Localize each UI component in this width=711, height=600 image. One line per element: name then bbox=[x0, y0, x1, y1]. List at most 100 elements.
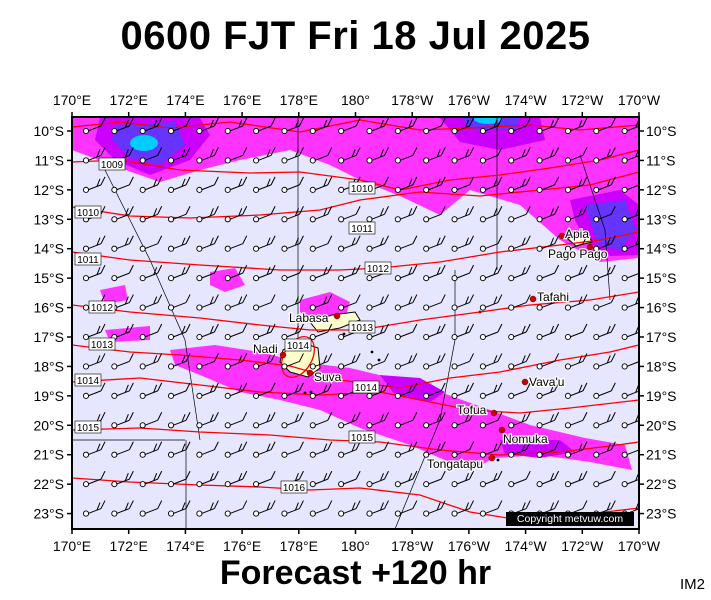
lat-label: 11°S bbox=[646, 152, 675, 168]
wind-barb bbox=[224, 176, 248, 193]
copyright-badge[interactable]: Copyright metvuw.com bbox=[506, 512, 634, 526]
place-dot bbox=[490, 409, 498, 417]
lon-label: 170°W bbox=[618, 538, 661, 554]
isobar-label: 1010 bbox=[348, 181, 376, 195]
wind-barb bbox=[309, 206, 333, 223]
wind-barb bbox=[593, 412, 616, 429]
wind-barb bbox=[451, 323, 474, 341]
wind-barb bbox=[167, 323, 191, 341]
wind-barb bbox=[139, 294, 163, 311]
wind-barb bbox=[593, 323, 616, 341]
wind-barb bbox=[253, 382, 276, 399]
wind-barb bbox=[253, 147, 276, 164]
wind-barb bbox=[224, 470, 248, 488]
small-island bbox=[377, 358, 381, 362]
wind-barb bbox=[253, 294, 276, 311]
wind-barb bbox=[196, 500, 219, 517]
wind-barb bbox=[564, 206, 588, 223]
wind-barb bbox=[253, 264, 276, 282]
wind-barb bbox=[394, 470, 418, 488]
lon-label: 178°W bbox=[391, 92, 434, 108]
isobar-line bbox=[72, 427, 639, 456]
place-marker: Tongatapu bbox=[426, 454, 496, 472]
wind-barb bbox=[536, 235, 560, 252]
place-marker: Suva bbox=[306, 369, 343, 385]
place-marker: Tafahi bbox=[529, 289, 570, 305]
wind-barb bbox=[224, 382, 248, 399]
lat-label: 10°S bbox=[33, 123, 64, 139]
lon-label: 172°W bbox=[561, 92, 604, 108]
wind-barb bbox=[394, 323, 418, 341]
wind-barb bbox=[82, 117, 106, 135]
wind-barb bbox=[366, 323, 389, 341]
lat-label: 22°S bbox=[646, 476, 677, 492]
wind-barb bbox=[139, 176, 163, 193]
svg-text:1014: 1014 bbox=[77, 376, 100, 387]
wind-barb bbox=[196, 117, 219, 135]
wind-barb bbox=[82, 176, 106, 193]
wind-barb bbox=[536, 353, 560, 370]
lat-label: 17°S bbox=[646, 329, 677, 345]
place-dot bbox=[333, 312, 341, 320]
place-marker: Apia bbox=[558, 226, 591, 242]
isobar-label: 1015 bbox=[348, 430, 376, 444]
wind-barb bbox=[281, 500, 304, 517]
wind-barb bbox=[224, 206, 248, 223]
wind-barb bbox=[536, 323, 560, 341]
wind-barb bbox=[139, 323, 163, 341]
wind-barb bbox=[82, 353, 106, 370]
wind-barb bbox=[366, 470, 389, 488]
lon-label: 176°E bbox=[223, 538, 261, 554]
lon-label: 172°E bbox=[110, 538, 148, 554]
wind-barb bbox=[366, 441, 389, 458]
wind-barb bbox=[593, 147, 616, 164]
wind-barb bbox=[224, 353, 248, 370]
wind-barb bbox=[253, 441, 276, 458]
lat-label: 19°S bbox=[33, 388, 64, 404]
wind-barb bbox=[508, 294, 531, 311]
wind-barb bbox=[111, 117, 134, 135]
wind-barb bbox=[111, 235, 134, 252]
wind-barb bbox=[82, 382, 106, 399]
wind-barb bbox=[167, 176, 191, 193]
wind-barb bbox=[564, 117, 588, 135]
place-dot bbox=[306, 369, 314, 377]
wind-barb bbox=[196, 412, 219, 429]
lon-label: 178°E bbox=[280, 92, 318, 108]
svg-text:1013: 1013 bbox=[91, 340, 114, 351]
wind-barb bbox=[451, 176, 474, 193]
lat-label: 12°S bbox=[33, 182, 64, 198]
wind-barb bbox=[196, 147, 219, 164]
wind-barb bbox=[451, 235, 474, 252]
wind-barb bbox=[564, 353, 588, 370]
wind-barb bbox=[536, 441, 560, 458]
wind-barb bbox=[423, 353, 446, 370]
lon-labels-top: 170°E 172°E 174°E 176°E 178°E 180° 178°W 176°W 1… bbox=[53, 92, 661, 108]
wind-barb bbox=[479, 382, 503, 399]
wind-barb bbox=[111, 470, 134, 488]
lat-label: 15°S bbox=[33, 270, 64, 286]
wind-barb bbox=[139, 412, 163, 429]
place-layer: Apia Pago Pago Tafahi Labasa Nadi Suva Vava'u T… bbox=[252, 226, 609, 473]
wind-barb bbox=[423, 147, 446, 164]
forecast-label: Forecast +120 hr bbox=[219, 554, 492, 592]
wind-barb bbox=[366, 235, 389, 252]
isobar-label: 1016 bbox=[280, 480, 308, 494]
wind-barb bbox=[423, 176, 446, 193]
map-title: 0600 FJT Fri 18 Jul 2025 bbox=[120, 14, 591, 58]
wind-barb bbox=[253, 353, 276, 370]
wind-barb bbox=[423, 235, 446, 252]
lat-label: 14°S bbox=[646, 241, 677, 257]
lon-label: 172°W bbox=[561, 538, 604, 554]
wind-barb bbox=[139, 353, 163, 370]
wind-barb bbox=[167, 264, 191, 282]
wind-barb-layer bbox=[82, 117, 639, 517]
wind-barb bbox=[309, 117, 333, 135]
wind-barb bbox=[111, 412, 134, 429]
place-dot bbox=[279, 351, 287, 359]
wind-barb bbox=[82, 235, 106, 252]
wind-barb bbox=[167, 147, 191, 164]
lat-label: 14°S bbox=[33, 241, 64, 257]
wind-barb bbox=[309, 412, 333, 429]
wind-barb bbox=[593, 235, 616, 252]
